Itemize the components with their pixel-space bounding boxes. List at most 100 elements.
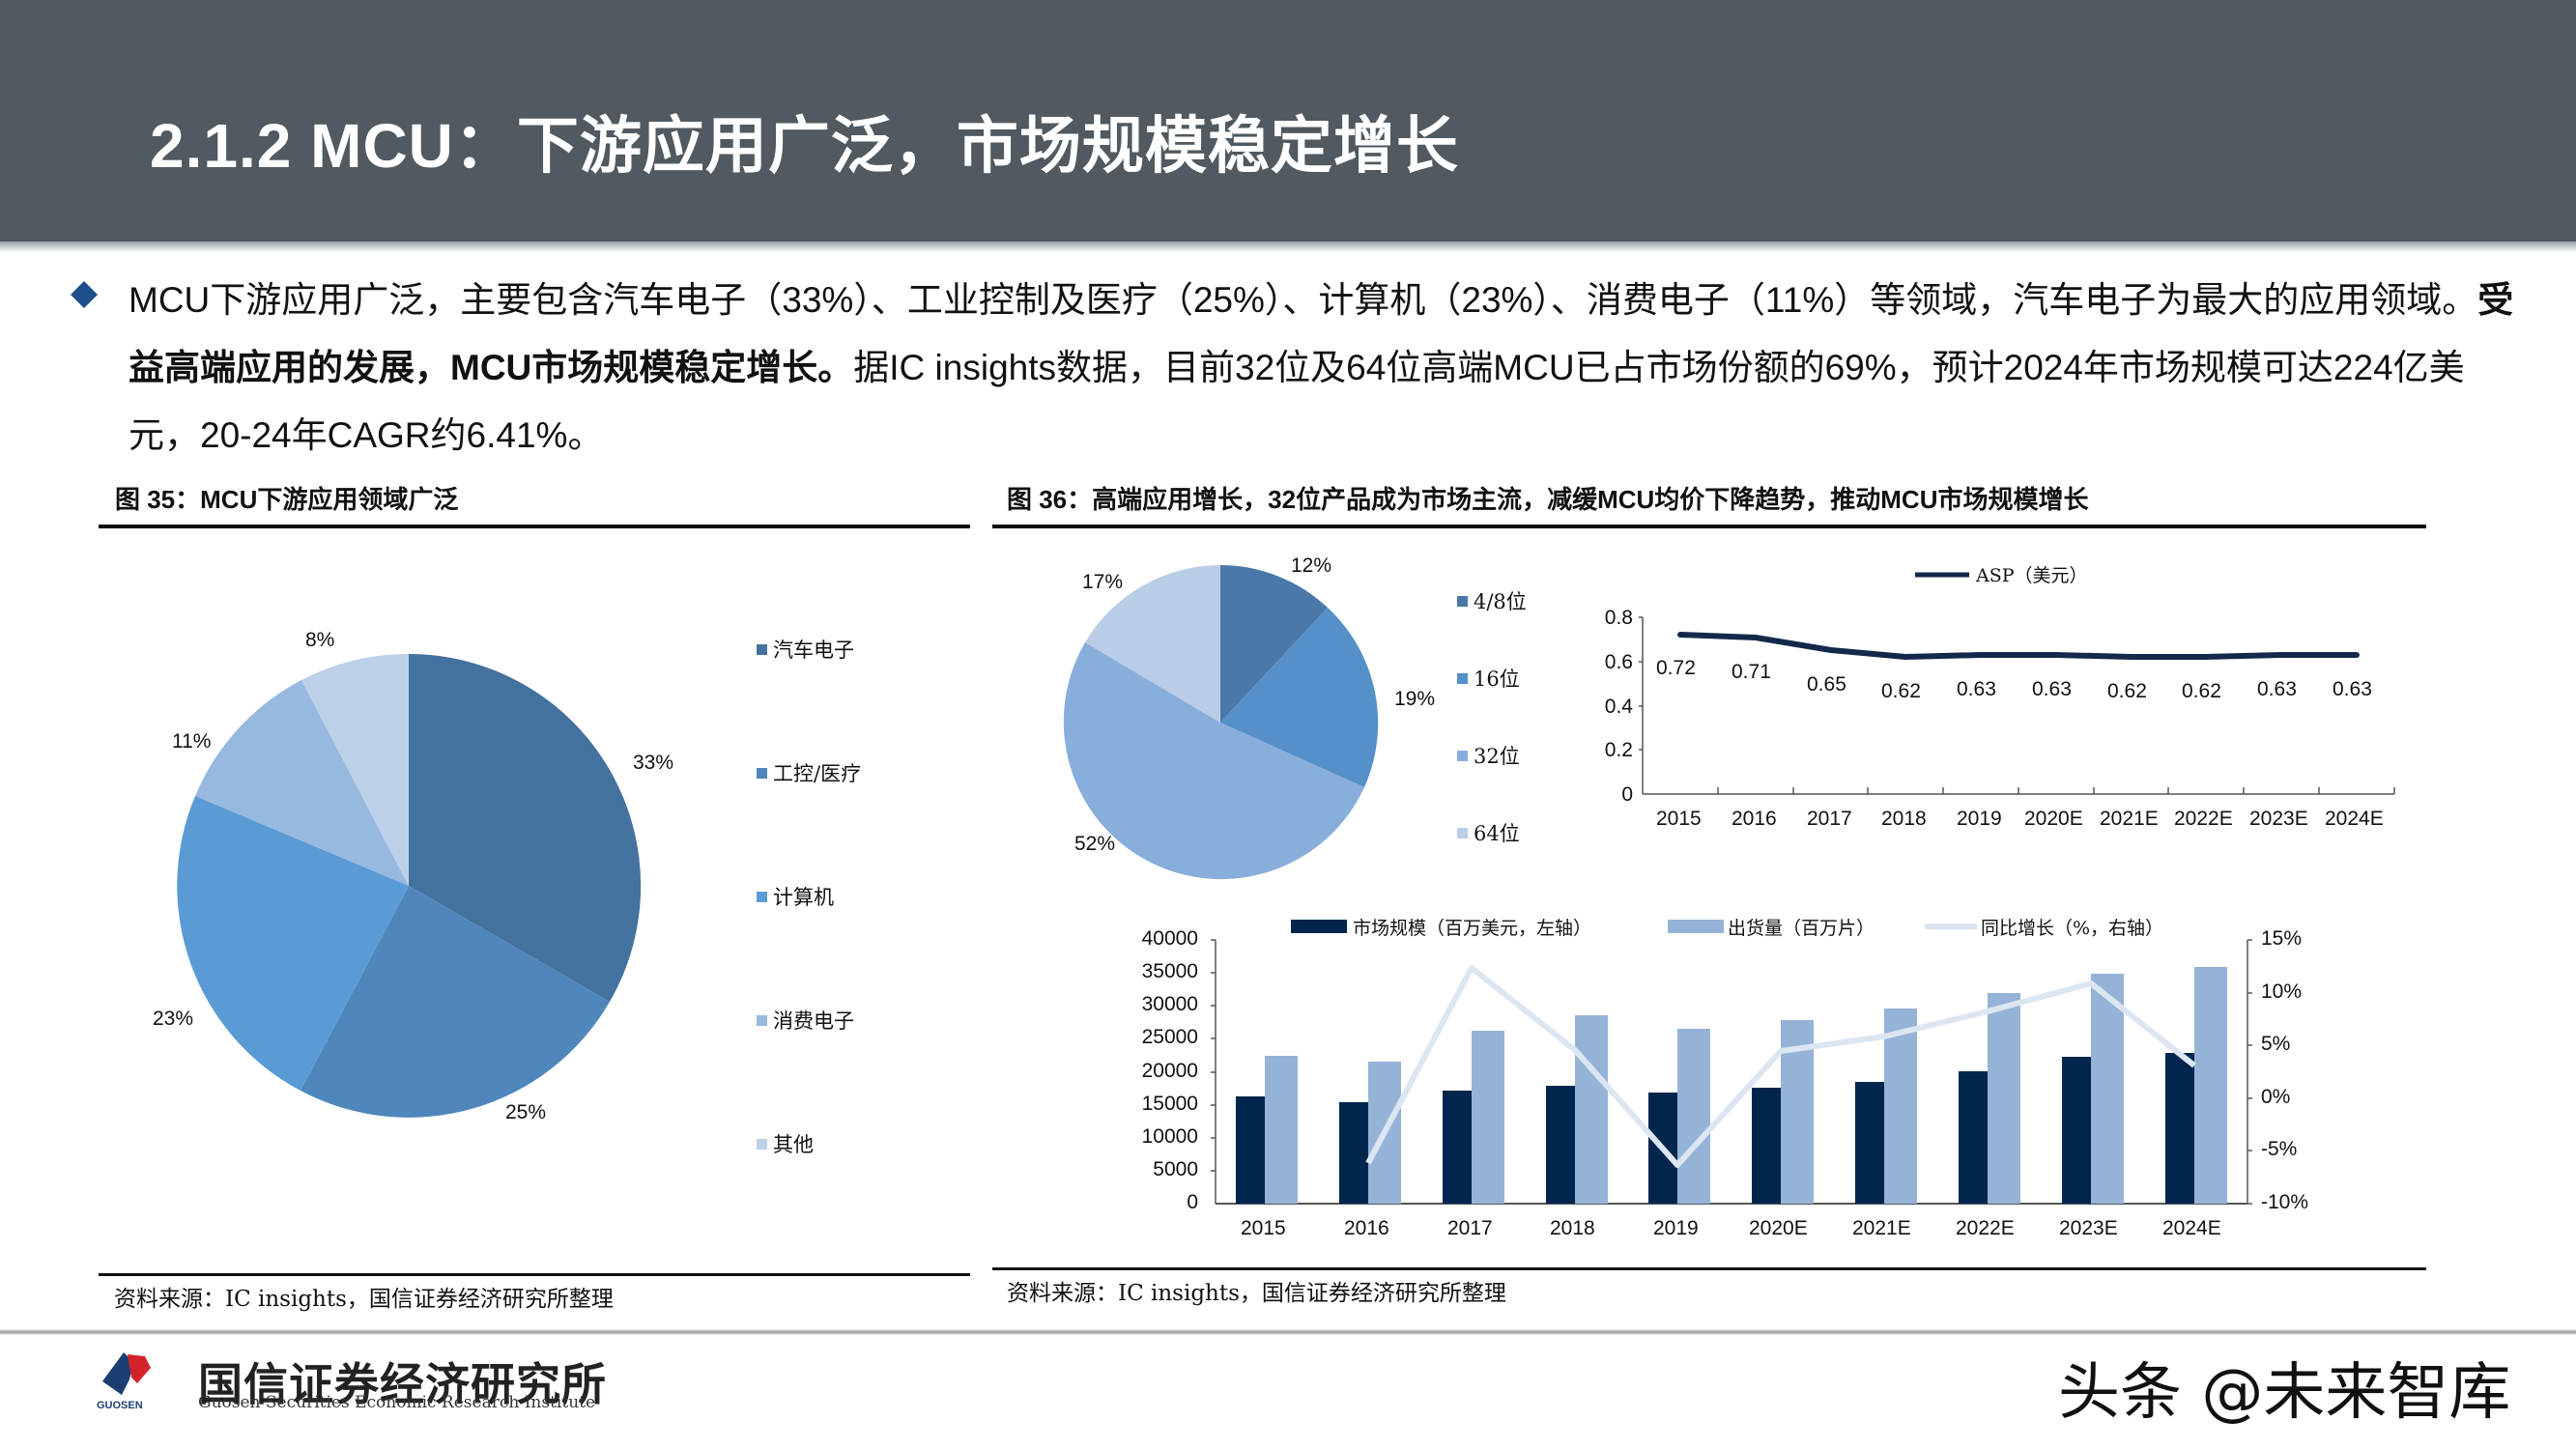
asp-xtick: 2020E	[2024, 808, 2083, 830]
diamond-bullet-icon	[71, 281, 98, 308]
asp-value: 0.63	[2333, 678, 2372, 700]
shipment-bars	[1265, 967, 2227, 1204]
combo-xtick: 2019	[1653, 1217, 1699, 1239]
pie35-label-consumer: 11%	[172, 730, 212, 753]
right-tick: 5%	[2261, 1033, 2291, 1055]
asp-value: 0.63	[2032, 678, 2072, 700]
combo-xtick: 2015	[1241, 1217, 1286, 1239]
asp-data-labels: 0.72 0.71 0.65 0.62 0.63 0.63 0.62 0.62 …	[1643, 655, 2396, 702]
figure-35-title: 图 35：MCU下游应用领域广泛	[115, 485, 459, 514]
header-divider	[0, 242, 2576, 251]
combo-xtick: 2016	[1344, 1217, 1389, 1239]
pie-slice-computer	[177, 796, 409, 1091]
pie36-label-32bit: 52%	[1074, 833, 1116, 855]
watermark: 头条 @未来智库	[2058, 1357, 2511, 1429]
combo-xtick: 2020E	[1749, 1217, 1808, 1239]
asp-ytick: 0	[1621, 783, 1633, 806]
legend-swatch	[757, 1014, 767, 1026]
asp-xtick: 2017	[1807, 808, 1852, 830]
asp-xtick: 2018	[1881, 808, 1927, 830]
asp-value: 0.65	[1807, 673, 1846, 696]
guosen-logo-icon: GUOSEN	[97, 1352, 151, 1411]
asp-xtick: 2016	[1732, 808, 1777, 830]
pie35-label-industrial: 25%	[505, 1101, 547, 1123]
figure-35-source: 资料来源：IC insights，国信证券经济研究所整理	[114, 1287, 614, 1312]
combo-x-ticks: 2015 2016 2017 2018 2019 2020E 2021E 202…	[1216, 1217, 2249, 1246]
left-tick: 5000	[1153, 1158, 1198, 1180]
pie35-label-other: 8%	[305, 629, 335, 651]
logo-text-en: Guosen Securities Economic Research Inst…	[198, 1393, 596, 1412]
combo-xtick: 2023E	[2059, 1217, 2118, 1239]
legend-label-market-size: 市场规模（百万美元，左轴）	[1353, 918, 1592, 939]
pie-slice-32bit	[1063, 642, 1364, 880]
legend-label: 4/8位	[1474, 590, 1527, 613]
figure-36-bottom-rule	[992, 1267, 2426, 1270]
right-tick: 0%	[2261, 1086, 2291, 1108]
market-size-combo-chart	[1211, 920, 2252, 1205]
figure-36-source: 资料来源：IC insights，国信证券经济研究所整理	[1007, 1281, 1506, 1306]
asp-value: 0.72	[1656, 657, 1696, 679]
asp-value: 0.63	[2257, 678, 2297, 700]
figure-36-top-rule	[992, 525, 2426, 528]
legend-label: 工控/医疗	[773, 762, 862, 785]
left-tick: 10000	[1141, 1125, 1198, 1148]
asp-legend-label: ASP（美元）	[1976, 565, 2088, 586]
logo-text-cn: 国信证券经济研究所	[198, 1358, 607, 1410]
figure-35-bottom-rule	[99, 1273, 970, 1276]
legend-swatch	[1457, 750, 1468, 761]
footer-divider	[0, 1329, 2576, 1335]
legend-swatch	[1457, 595, 1468, 607]
market-size-bars	[1236, 1053, 2194, 1204]
left-tick: 30000	[1141, 993, 1198, 1015]
pie36-label-4-8bit: 12%	[1291, 554, 1332, 577]
right-tick: -5%	[2261, 1138, 2298, 1160]
pie36-label-64bit: 17%	[1082, 571, 1124, 593]
asp-value: 0.63	[1957, 678, 1996, 700]
legend-item-32bit: 32位	[1457, 741, 1527, 770]
left-tick: 0	[1187, 1191, 1198, 1213]
asp-value: 0.62	[2107, 680, 2147, 702]
legend-item-16bit: 16位	[1457, 664, 1527, 693]
legend-label: 消费电子	[773, 1009, 854, 1033]
legend-item-computer: 计算机	[757, 882, 861, 911]
pie-slice-16bit	[1220, 608, 1379, 787]
asp-ytick: 0.8	[1604, 607, 1633, 629]
asp-ytick: 0.4	[1604, 696, 1633, 718]
figure-36-pie-chart	[1063, 565, 1379, 880]
left-tick: 20000	[1141, 1060, 1198, 1082]
left-tick: 25000	[1141, 1026, 1198, 1048]
pie-slice-industrial	[301, 886, 610, 1118]
right-tick: 10%	[2261, 980, 2303, 1003]
pie35-label-auto: 33%	[633, 752, 674, 774]
legend-item-4-8bit: 4/8位	[1457, 586, 1527, 615]
left-tick: 35000	[1141, 960, 1198, 982]
legend-swatch	[757, 643, 767, 655]
asp-line-chart	[1639, 572, 2395, 795]
pie35-label-computer: 23%	[153, 1008, 194, 1030]
pie-slices	[177, 653, 642, 1118]
asp-xtick: 2015	[1656, 808, 1702, 830]
legend-item-other: 其他	[757, 1129, 861, 1158]
legend-label: 汽车电子	[773, 639, 854, 662]
combo-xtick: 2024E	[2162, 1217, 2221, 1239]
left-tick: 40000	[1141, 927, 1198, 950]
legend-label-growth: 同比增长（%，右轴）	[1981, 918, 2164, 939]
combo-xtick: 2022E	[1956, 1217, 2015, 1239]
legend-label: 16位	[1474, 668, 1520, 691]
svg-text:GUOSEN: GUOSEN	[97, 1400, 143, 1411]
legend-item-consumer: 消费电子	[757, 1006, 861, 1035]
asp-value: 0.62	[1881, 680, 1921, 702]
pie-slice-64bit	[1085, 565, 1220, 723]
figure-35-legend: 汽车电子 工控/医疗 计算机 消费电子 其他	[757, 635, 861, 1158]
legend-item-auto: 汽车电子	[757, 635, 861, 664]
bullet-paragraph: MCU下游应用广泛，主要包含汽车电子（33%）、工业控制及医疗（25%）、计算机…	[129, 267, 2525, 469]
figure-36-title: 图 36：高端应用增长，32位产品成为市场主流，减缓MCU均价下降趋势，推动MC…	[1007, 485, 2089, 514]
asp-value: 0.71	[1732, 661, 1771, 683]
legend-swatch-market-size	[1291, 920, 1347, 933]
legend-label-shipments: 出货量（百万片）	[1728, 918, 1875, 939]
legend-swatch	[757, 767, 767, 779]
pie36-label-16bit: 19%	[1394, 688, 1436, 710]
legend-swatch	[1457, 672, 1468, 684]
pie-slice-auto	[409, 653, 642, 1002]
figure-35-top-rule	[99, 525, 970, 528]
